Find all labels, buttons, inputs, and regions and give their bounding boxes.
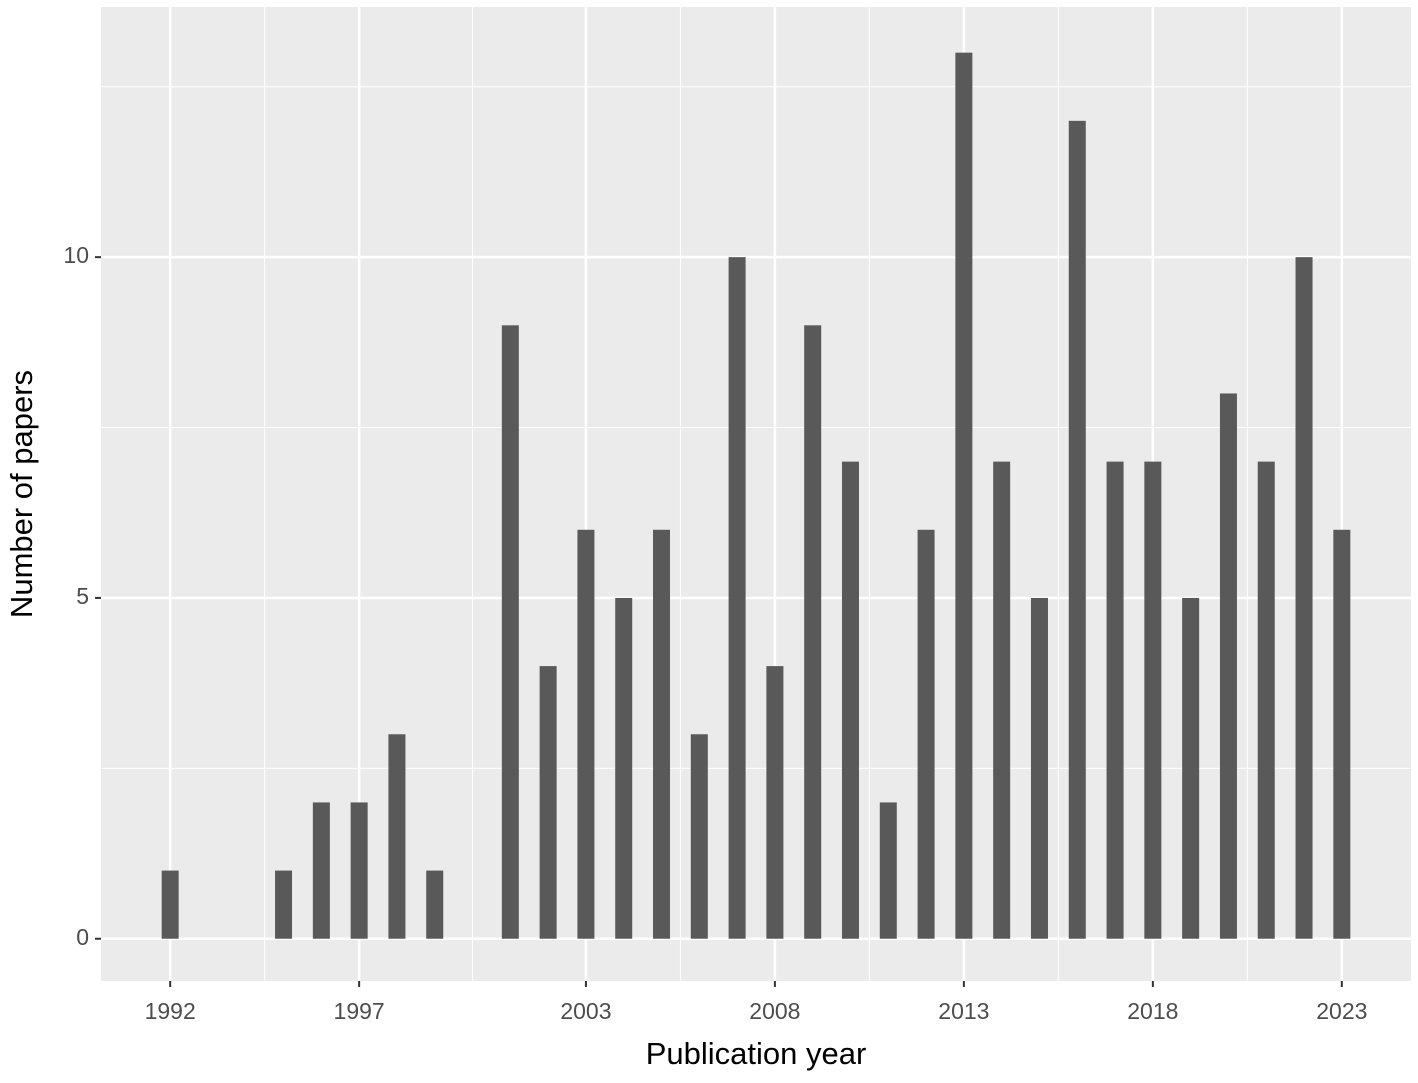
bar: [388, 734, 406, 939]
y-axis-title: Number of papers: [4, 370, 39, 618]
x-tick-label: 1992: [145, 998, 196, 1024]
bar: [539, 666, 557, 939]
x-tick-label: 2008: [749, 998, 800, 1024]
bar: [1068, 120, 1086, 939]
panel: [101, 7, 1411, 981]
bar: [1219, 393, 1237, 939]
bar: [350, 802, 368, 939]
bar: [1182, 597, 1200, 939]
x-tick-label: 2018: [1127, 998, 1178, 1024]
x-axis-title: Publication year: [646, 1036, 867, 1071]
bar: [1333, 529, 1351, 939]
y-tick-label: 10: [63, 242, 89, 268]
x-tick-label: 1997: [334, 998, 385, 1024]
y-tick-label: 5: [76, 583, 89, 609]
x-tick-label: 2023: [1316, 998, 1367, 1024]
bar: [879, 802, 897, 939]
bar: [312, 802, 330, 939]
bar: [917, 529, 935, 939]
bar: [728, 257, 746, 939]
bar: [690, 734, 708, 939]
bar: [275, 870, 293, 939]
bar: [1257, 461, 1275, 939]
x-tick-label: 2013: [938, 998, 989, 1024]
x-tick-label: 2003: [560, 998, 611, 1024]
bar: [841, 461, 859, 939]
bar: [615, 597, 633, 939]
bar: [161, 870, 179, 939]
bar: [1106, 461, 1124, 939]
bar: [426, 870, 444, 939]
bar: [955, 52, 973, 939]
bar: [501, 325, 519, 939]
bar: [804, 325, 822, 939]
bar: [1295, 257, 1313, 939]
bar: [653, 529, 671, 939]
bar: [1030, 597, 1048, 939]
bar: [577, 529, 595, 939]
y-tick-label: 0: [76, 924, 89, 950]
bar: [766, 666, 784, 939]
bar: [1144, 461, 1162, 939]
bar: [993, 461, 1011, 939]
